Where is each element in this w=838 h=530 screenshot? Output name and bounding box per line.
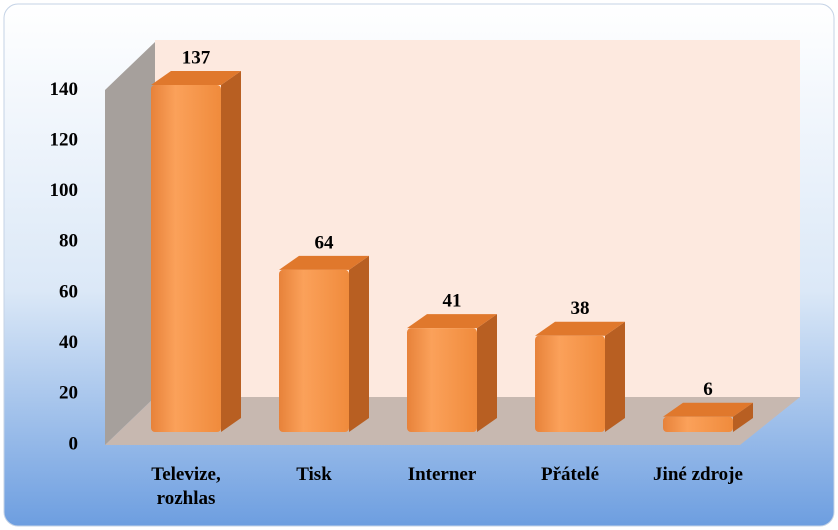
data-label: 38 <box>571 298 590 319</box>
data-label: 64 <box>315 232 335 253</box>
bar-top <box>151 71 241 85</box>
bar-top <box>279 255 369 270</box>
x-tick-label: Přátelé <box>540 464 599 485</box>
bar-front <box>151 85 221 432</box>
y-tick-label: 20 <box>59 383 78 404</box>
bar-front <box>535 335 605 432</box>
bar <box>279 255 369 432</box>
bar-side <box>477 314 497 432</box>
bar-front <box>279 269 349 432</box>
bar <box>407 314 497 432</box>
y-tick-label: 100 <box>50 180 79 201</box>
y-tick-label: 60 <box>59 281 78 302</box>
data-label: 41 <box>443 291 462 312</box>
bar-top <box>407 314 497 329</box>
bar-side <box>733 402 753 432</box>
bar-top <box>535 321 625 336</box>
bar-side <box>605 321 625 432</box>
data-label: 137 <box>182 47 211 68</box>
bar-front <box>407 328 477 432</box>
bar-side <box>349 255 369 432</box>
data-label: 6 <box>703 379 713 400</box>
x-tick-label: Jiné zdroje <box>653 464 743 485</box>
bar <box>151 71 241 432</box>
y-tick-label: 0 <box>69 433 79 454</box>
bar <box>535 321 625 432</box>
y-tick-label: 140 <box>50 79 79 100</box>
bar-front <box>663 416 733 432</box>
bar-top <box>663 402 753 417</box>
x-tick-label: Interner <box>407 464 477 485</box>
y-tick-label: 120 <box>50 129 79 150</box>
y-tick-label: 80 <box>59 231 78 252</box>
bar-side <box>221 71 241 432</box>
x-tick-label: Televize, rozhlas <box>151 464 221 509</box>
y-tick-label: 40 <box>59 332 78 353</box>
bar <box>663 402 753 432</box>
side-wall <box>105 42 155 445</box>
x-tick-label: Tisk <box>296 464 332 485</box>
